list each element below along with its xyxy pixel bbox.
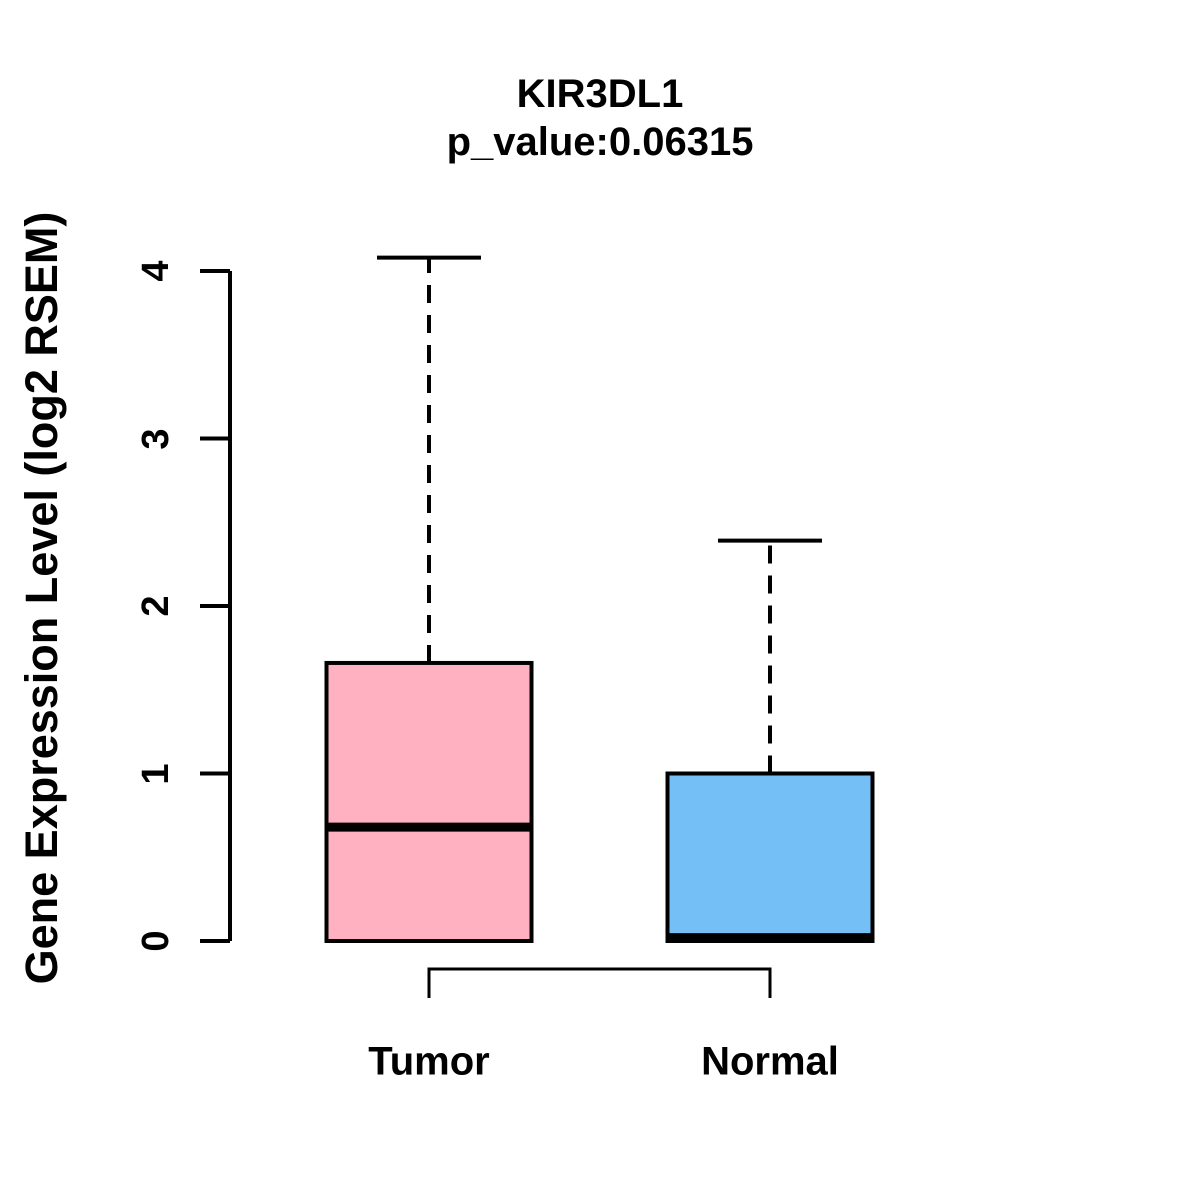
x-axis-label-normal: Normal (701, 1039, 839, 1084)
y-tick-label-4: 4 (135, 260, 177, 282)
box-normal (665, 771, 875, 943)
box-tumor (324, 660, 534, 943)
y-tick-label-1: 1 (135, 762, 177, 785)
x-axis-label-tumor: Tumor (368, 1039, 490, 1084)
chart-title-block: KIR3DL1 p_value:0.06315 (0, 70, 1200, 166)
y-axis-title: Gene Expression Level (log2 RSEM) (16, 211, 67, 985)
y-tick-label-2: 2 (135, 595, 177, 617)
comparison-bracket (427, 967, 772, 998)
chart-title: KIR3DL1 (516, 72, 684, 116)
chart-subtitle: p_value:0.06315 (446, 120, 754, 164)
y-tick-label-3: 3 (135, 427, 177, 450)
y-tick-label-0: 0 (135, 930, 177, 952)
